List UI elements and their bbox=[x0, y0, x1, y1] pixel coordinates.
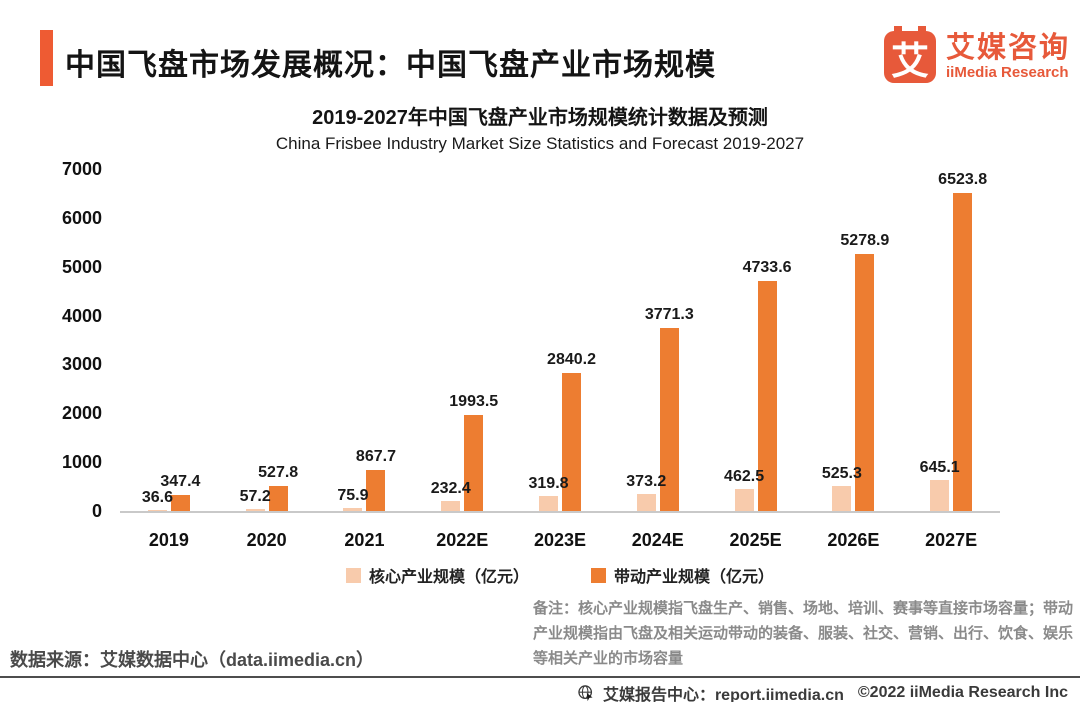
bar-chart-plot-area: 36.6 347.4 57.2 527.8 75.9 867.7 232.4 1993.5 31… bbox=[120, 169, 1000, 512]
bar-group-2027E: 645.1 6523.8 bbox=[902, 169, 1000, 512]
value-label-core: 75.9 bbox=[337, 487, 369, 505]
iimedia-logo: 艾 艾媒咨询 iiMedia Research bbox=[884, 26, 1070, 83]
bar-core-industry bbox=[832, 486, 852, 512]
bar-group-2023E: 319.8 2840.2 bbox=[511, 169, 609, 512]
bar-driven-industry bbox=[170, 495, 190, 512]
y-axis: 0 1000 2000 3000 4000 5000 6000 7000 bbox=[28, 0, 102, 560]
bar-core-industry bbox=[636, 493, 656, 512]
value-label-driven: 2840.2 bbox=[547, 351, 596, 369]
bar-group-2019: 36.6 347.4 bbox=[120, 169, 218, 512]
value-label-core: 462.5 bbox=[724, 468, 765, 486]
bar-driven-industry bbox=[464, 414, 484, 512]
value-label-core: 373.2 bbox=[626, 472, 667, 490]
title-accent-bar bbox=[40, 30, 53, 86]
bar-driven-industry bbox=[953, 193, 973, 512]
value-label-core: 645.1 bbox=[919, 459, 960, 477]
value-label-driven: 5278.9 bbox=[840, 232, 890, 250]
chart-title: 2019-2027年中国飞盘产业市场规模统计数据及预测 bbox=[312, 107, 768, 129]
x-axis-label-2023E: 2023E bbox=[533, 530, 587, 550]
chart-legend: 核心产业规模（亿元） 带动产业规模（亿元） bbox=[120, 563, 1000, 587]
value-label-core: 57.2 bbox=[239, 488, 271, 506]
bar-driven-industry bbox=[855, 254, 875, 512]
bar-group-2025E: 462.5 4733.6 bbox=[707, 169, 805, 512]
bar-driven-industry bbox=[562, 373, 582, 512]
footer-report-center: 艾媒报告中心：report.iimedia.cn bbox=[602, 687, 844, 702]
x-axis-label-2026E: 2026E bbox=[827, 530, 880, 550]
legend-item: 带动产业规模（亿元） bbox=[591, 563, 774, 587]
x-axis-label-2027E: 2027E bbox=[925, 530, 978, 550]
data-source: 数据来源：艾媒数据中心（data.iimedia.cn） bbox=[10, 650, 375, 670]
bar-core-industry bbox=[734, 489, 754, 512]
chart-subtitle: China Frisbee Industry Market Size Stati… bbox=[275, 134, 805, 153]
logo-name-cn: 艾媒咨询 bbox=[946, 31, 1071, 64]
y-axis-tick-label: 5000 bbox=[61, 256, 102, 277]
value-label-driven: 347.4 bbox=[160, 473, 201, 491]
bar-driven-industry bbox=[757, 280, 777, 512]
legend-swatch bbox=[345, 567, 361, 583]
x-axis-label-2020: 2020 bbox=[246, 530, 287, 550]
bar-core-industry bbox=[343, 508, 363, 512]
x-axis-label-2024E: 2024E bbox=[631, 530, 684, 550]
value-label-driven: 3771.3 bbox=[644, 305, 694, 323]
x-axis: 2019 2020 2021 2022E 2023E 2024E 2025E 2026E 202… bbox=[120, 530, 1000, 551]
x-axis-label-2021: 2021 bbox=[344, 530, 385, 550]
bar-group-2021: 75.9 867.7 bbox=[316, 169, 414, 512]
x-axis-label-2022E: 2022E bbox=[436, 530, 489, 550]
bar-core-industry bbox=[245, 509, 265, 512]
y-axis-tick-label: 3000 bbox=[61, 354, 102, 375]
bar-group-2026E: 525.3 5278.9 bbox=[804, 169, 902, 512]
footer: 艾媒报告中心：report.iimedia.cn ©2022 iiMedia R… bbox=[577, 681, 1068, 702]
bar-core-industry bbox=[930, 480, 950, 512]
bar-group-2022E: 232.4 1993.5 bbox=[413, 169, 511, 512]
y-axis-tick-label: 6000 bbox=[61, 207, 102, 228]
value-label-core: 36.6 bbox=[141, 489, 173, 507]
logo-name-en: iiMedia Research bbox=[946, 63, 1069, 81]
x-axis-label-2019: 2019 bbox=[148, 530, 189, 550]
chart-footnote: 备注：核心产业规模指飞盘生产、销售、场地、培训、赛事等直接市场容量；带动产业规模… bbox=[533, 600, 1074, 667]
logo-glyph: 艾 bbox=[890, 40, 929, 83]
globe-cursor-icon bbox=[577, 684, 595, 702]
logo-tab-decoration bbox=[918, 26, 926, 34]
footer-copyright: ©2022 iiMedia Research Inc bbox=[857, 684, 1068, 701]
x-axis-baseline bbox=[120, 511, 1000, 513]
legend-label: 核心产业规模（亿元） bbox=[368, 569, 529, 586]
bar-driven-industry bbox=[366, 469, 386, 512]
value-label-core: 319.8 bbox=[528, 475, 569, 493]
legend-label: 带动产业规模（亿元） bbox=[614, 569, 775, 586]
y-axis-tick-label: 2000 bbox=[61, 403, 102, 424]
value-label-core: 232.4 bbox=[430, 479, 471, 497]
logo-tab-decoration bbox=[894, 26, 902, 34]
page-title: 中国飞盘市场发展概况：中国飞盘产业市场规模 bbox=[65, 49, 716, 82]
footer-divider bbox=[0, 676, 1080, 678]
bar-group-2020: 57.2 527.8 bbox=[218, 169, 316, 512]
bar-driven-industry bbox=[268, 486, 288, 512]
value-label-driven: 1993.5 bbox=[449, 392, 499, 410]
value-label-driven: 867.7 bbox=[355, 447, 396, 465]
y-axis-tick-label: 1000 bbox=[61, 452, 102, 473]
value-label-driven: 6523.8 bbox=[938, 171, 988, 189]
bar-group-2024E: 373.2 3771.3 bbox=[609, 169, 707, 512]
value-label-driven: 527.8 bbox=[258, 464, 299, 482]
legend-item: 核心产业规模（亿元） bbox=[345, 563, 529, 587]
legend-swatch bbox=[591, 567, 606, 583]
value-label-core: 525.3 bbox=[821, 465, 862, 483]
bar-core-industry bbox=[539, 496, 559, 512]
x-axis-label-2025E: 2025E bbox=[729, 530, 782, 550]
y-axis-tick-label: 4000 bbox=[61, 305, 102, 326]
bar-driven-industry bbox=[659, 327, 679, 512]
value-label-driven: 4733.6 bbox=[742, 258, 792, 276]
logo-text: 艾媒咨询 iiMedia Research bbox=[946, 31, 1070, 83]
bar-core-industry bbox=[441, 500, 461, 512]
iimedia-logo-icon: 艾 bbox=[884, 26, 936, 83]
y-axis-tick-label: 7000 bbox=[61, 159, 102, 179]
y-axis-tick-label: 0 bbox=[91, 501, 102, 521]
